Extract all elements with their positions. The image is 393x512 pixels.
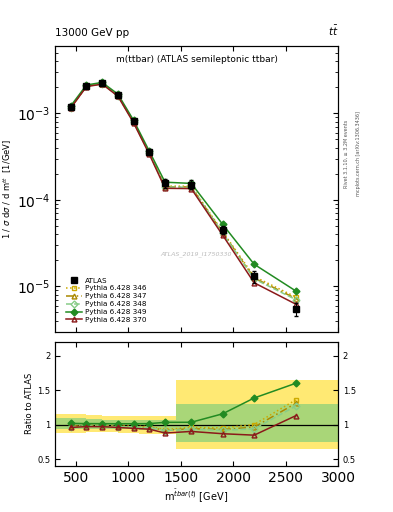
Text: ATLAS_2019_I1750330: ATLAS_2019_I1750330 [161, 251, 232, 258]
Y-axis label: Ratio to ATLAS: Ratio to ATLAS [25, 373, 34, 435]
Text: $t\bar{t}$: $t\bar{t}$ [327, 24, 338, 38]
X-axis label: m$^{\bar{t}bar(t)}$ [GeV]: m$^{\bar{t}bar(t)}$ [GeV] [164, 487, 229, 505]
Text: mcplots.cern.ch [arXiv:1306.3436]: mcplots.cern.ch [arXiv:1306.3436] [356, 111, 361, 196]
Text: m(ttbar) (ATLAS semileptonic ttbar): m(ttbar) (ATLAS semileptonic ttbar) [116, 55, 277, 63]
Text: Rivet 3.1.10, ≥ 3.2M events: Rivet 3.1.10, ≥ 3.2M events [344, 119, 349, 188]
Legend: ATLAS, Pythia 6.428 346, Pythia 6.428 347, Pythia 6.428 348, Pythia 6.428 349, P: ATLAS, Pythia 6.428 346, Pythia 6.428 34… [64, 275, 149, 325]
Y-axis label: 1 / $\sigma$ d$\sigma$ / d m$^{\bar{t}t}$  [1/GeV]: 1 / $\sigma$ d$\sigma$ / d m$^{\bar{t}t}… [0, 139, 14, 239]
Text: 13000 GeV pp: 13000 GeV pp [55, 28, 129, 38]
